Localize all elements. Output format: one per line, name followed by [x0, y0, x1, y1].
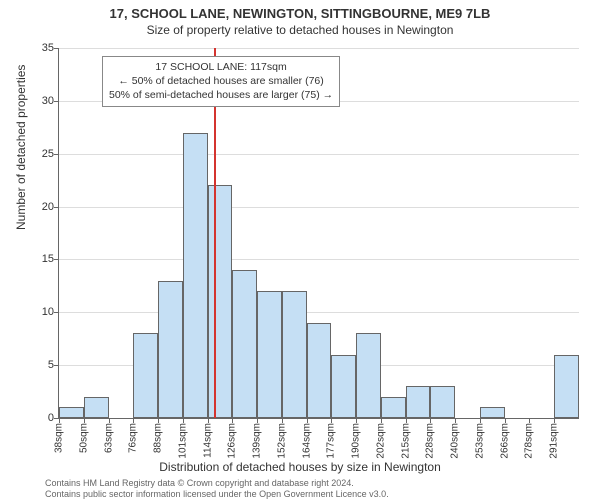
ytick-label: 20: [24, 201, 54, 213]
ytick-mark: [54, 259, 59, 260]
histogram-bar: [554, 355, 579, 418]
xtick-label: 126sqm: [227, 423, 238, 459]
chart-container: 17, SCHOOL LANE, NEWINGTON, SITTINGBOURN…: [0, 0, 600, 500]
xtick-label: 114sqm: [202, 423, 213, 458]
gridline: [59, 312, 579, 313]
annotation-line2: ← 50% of detached houses are smaller (76…: [109, 74, 333, 88]
ytick-label: 10: [24, 306, 54, 318]
xtick-label: 76sqm: [128, 423, 139, 453]
ytick-mark: [54, 207, 59, 208]
xtick-label: 228sqm: [425, 423, 436, 459]
xtick-label: 291sqm: [549, 423, 560, 459]
plot-area: 0510152025303538sqm50sqm63sqm76sqm88sqm1…: [58, 48, 578, 418]
xtick-label: 240sqm: [450, 423, 461, 459]
ytick-label: 25: [24, 148, 54, 160]
histogram-bar: [84, 397, 109, 418]
ytick-mark: [54, 312, 59, 313]
xtick-label: 253sqm: [474, 423, 485, 459]
ytick-label: 35: [24, 42, 54, 54]
xtick-label: 190sqm: [351, 423, 362, 459]
histogram-bar: [282, 291, 307, 418]
annotation-box: 17 SCHOOL LANE: 117sqm ← 50% of detached…: [102, 56, 340, 107]
histogram-bar: [406, 386, 431, 418]
gridline: [59, 154, 579, 155]
xtick-label: 202sqm: [375, 423, 386, 459]
histogram-bar: [133, 333, 158, 418]
gridline: [59, 207, 579, 208]
footnote-line2: Contains public sector information licen…: [45, 489, 389, 500]
ytick-mark: [54, 101, 59, 102]
ytick-label: 0: [24, 412, 54, 424]
histogram-bar: [158, 281, 183, 418]
xtick-label: 88sqm: [153, 423, 164, 453]
histogram-bar: [331, 355, 356, 418]
gridline: [59, 48, 579, 49]
histogram-bar: [232, 270, 257, 418]
histogram-bar: [430, 386, 455, 418]
xtick-label: 101sqm: [177, 423, 188, 459]
x-axis-label: Distribution of detached houses by size …: [0, 460, 600, 474]
annotation-line3: 50% of semi-detached houses are larger (…: [109, 88, 333, 102]
chart-title-line1: 17, SCHOOL LANE, NEWINGTON, SITTINGBOURN…: [0, 0, 600, 21]
xtick-label: 38sqm: [54, 423, 65, 453]
xtick-label: 278sqm: [524, 423, 535, 459]
ytick-mark: [54, 154, 59, 155]
xtick-label: 177sqm: [326, 423, 337, 459]
xtick-label: 266sqm: [499, 423, 510, 459]
footnote-line1: Contains HM Land Registry data © Crown c…: [45, 478, 389, 489]
histogram-bar: [183, 133, 208, 418]
ytick-label: 15: [24, 253, 54, 265]
ytick-label: 5: [24, 359, 54, 371]
chart-title-line2: Size of property relative to detached ho…: [0, 21, 600, 37]
footnote: Contains HM Land Registry data © Crown c…: [45, 478, 389, 500]
annotation-line1: 17 SCHOOL LANE: 117sqm: [109, 60, 333, 74]
histogram-bar: [59, 407, 84, 418]
xtick-label: 139sqm: [252, 423, 263, 459]
xtick-label: 164sqm: [301, 423, 312, 459]
ytick-mark: [54, 365, 59, 366]
histogram-bar: [480, 407, 505, 418]
histogram-bar: [307, 323, 332, 418]
histogram-bar: [208, 185, 233, 418]
gridline: [59, 259, 579, 260]
ytick-label: 30: [24, 95, 54, 107]
histogram-bar: [356, 333, 381, 418]
histogram-bar: [257, 291, 282, 418]
xtick-label: 215sqm: [400, 423, 411, 459]
xtick-label: 152sqm: [276, 423, 287, 459]
ytick-mark: [54, 48, 59, 49]
xtick-label: 63sqm: [103, 423, 114, 453]
histogram-bar: [381, 397, 406, 418]
xtick-label: 50sqm: [78, 423, 89, 453]
